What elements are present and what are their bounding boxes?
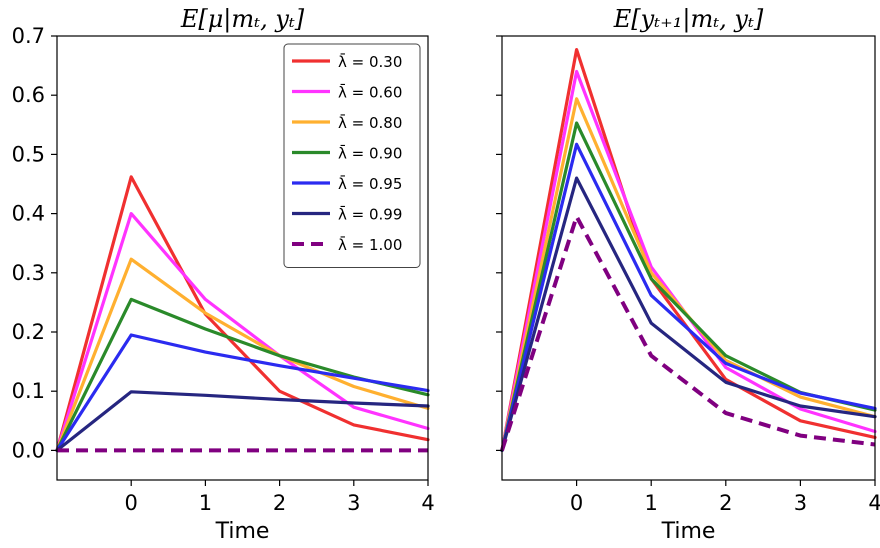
left-series-line-5 (55, 390, 430, 452)
right-x-tick-label-3: 3 (794, 491, 807, 515)
right-series-line-5 (500, 176, 877, 452)
right-x-tick-label-1: 1 (645, 491, 658, 515)
left-y-tick-label-0: 0.0 (12, 438, 45, 462)
legend-label-1: λ̄ = 0.60 (338, 83, 402, 102)
legend-label-4: λ̄ = 0.95 (338, 174, 402, 193)
left-x-tick-label-4: 4 (421, 491, 434, 515)
left-series-line-2 (55, 257, 430, 452)
legend-label-2: λ̄ = 0.80 (338, 113, 402, 132)
left-axes-frame (56, 35, 429, 481)
left-x-tick-label-3: 3 (347, 491, 360, 515)
legend-label-5: λ̄ = 0.99 (338, 205, 402, 224)
right-axes-frame (501, 35, 876, 481)
left-chart-title: E[μ|mₜ, yₜ] (180, 5, 305, 34)
left-x-axis-label: Time (215, 519, 270, 544)
legend-label-0: λ̄ = 0.30 (338, 52, 402, 71)
left-chart-panel: 0 1 2 3 4 0.0 0.1 0.2 0.3 0.4 0.5 0.6 0.7 Time E[μ|mₜ,… (12, 5, 435, 544)
left-x-tick-label-0: 0 (125, 491, 138, 515)
left-y-tick-label-2: 0.2 (12, 320, 45, 344)
left-y-tick-label-4: 0.4 (12, 202, 45, 226)
left-y-tick-label-3: 0.3 (12, 261, 45, 285)
right-x-axis-label: Time (661, 519, 716, 544)
left-y-tick-label-7: 0.7 (12, 24, 45, 48)
right-series-line-4 (500, 142, 877, 452)
legend-box (283, 43, 421, 268)
left-series-line-4 (55, 333, 430, 452)
right-x-tick-label-0: 0 (570, 491, 583, 515)
right-x-tick-label-2: 2 (719, 491, 732, 515)
right-chart-title: E[yₜ₊₁|mₜ, yₜ] (613, 5, 764, 34)
right-x-tick-label-4: 4 (868, 491, 880, 515)
left-x-tick-label-2: 2 (273, 491, 286, 515)
right-series-line-1 (500, 69, 877, 452)
left-y-tick-label-1: 0.1 (12, 379, 45, 403)
left-y-tick-label-6: 0.6 (12, 83, 45, 107)
legend-label-3: λ̄ = 0.90 (338, 144, 402, 163)
left-x-tick-label-1: 1 (199, 491, 212, 515)
left-series-line-1 (55, 212, 430, 452)
legend: λ̄ = 0.30 λ̄ = 0.60 λ̄ = 0.80 λ̄ = 0.90 λ̄ =… (283, 43, 421, 268)
right-chart-panel: 0 1 2 3 4 Time E[yₜ₊₁|mₜ, yₜ] (496, 5, 880, 544)
left-series-line-0 (55, 175, 430, 452)
legend-label-6: λ̄ = 1.00 (338, 235, 402, 254)
left-y-tick-label-5: 0.5 (12, 142, 45, 166)
